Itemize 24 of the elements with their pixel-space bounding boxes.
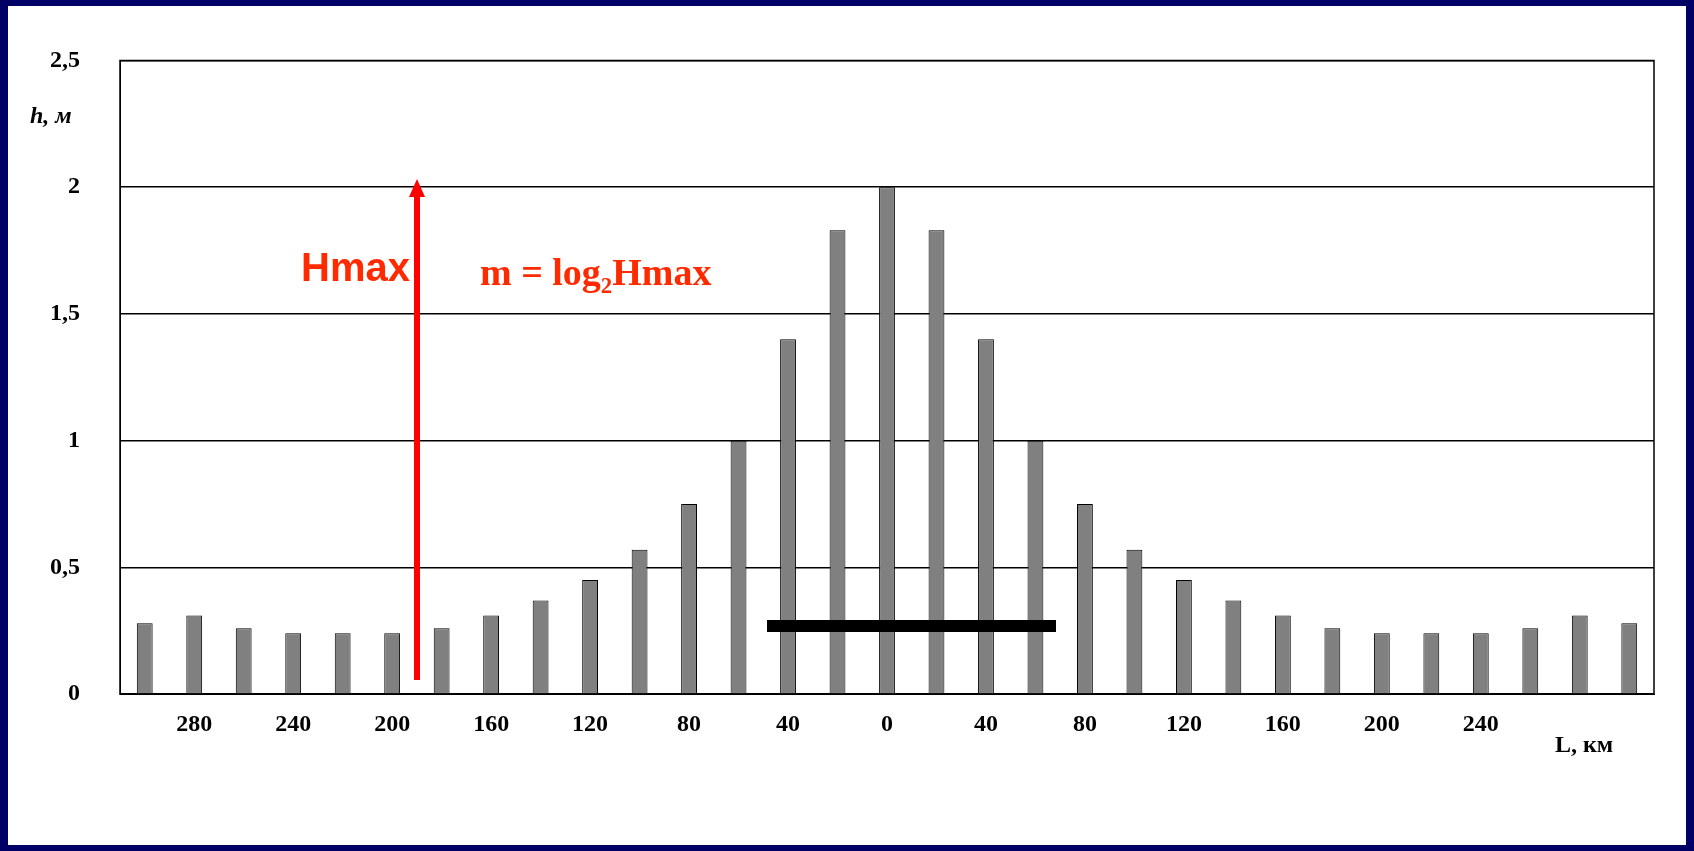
x-tick-label: 200 (1363, 709, 1400, 736)
y-tick-label: 2 (68, 172, 80, 199)
annotation: Hmax (301, 245, 410, 290)
x-tick-label: 280 (176, 709, 213, 736)
x-tick-label: 120 (1165, 709, 1202, 736)
x-tick-label: 160 (1264, 709, 1301, 736)
x-tick-label: 200 (374, 709, 411, 736)
x-tick-label: 240 (275, 709, 312, 736)
x-tick-label: 160 (473, 709, 510, 736)
y-tick-label: 1,5 (50, 299, 80, 326)
annotation: m = log₂Hmax (480, 251, 712, 294)
x-tick-label: 80 (1072, 709, 1097, 736)
y-tick-label: 0 (68, 679, 80, 706)
x-tick-label: 80 (677, 709, 702, 736)
x-tick-label: 40 (973, 709, 998, 736)
x-tick-label: 120 (572, 709, 609, 736)
y-tick-label: 1 (68, 425, 80, 452)
y-tick-label: 2,5 (50, 45, 80, 72)
y-axis-title: h, м (30, 101, 72, 128)
x-tick-label: 0 (881, 709, 893, 736)
x-tick-label: 40 (776, 709, 801, 736)
y-tick-label: 0,5 (50, 552, 80, 579)
x-tick-label: 240 (1462, 709, 1499, 736)
x-axis-title: L, км (1554, 731, 1614, 758)
